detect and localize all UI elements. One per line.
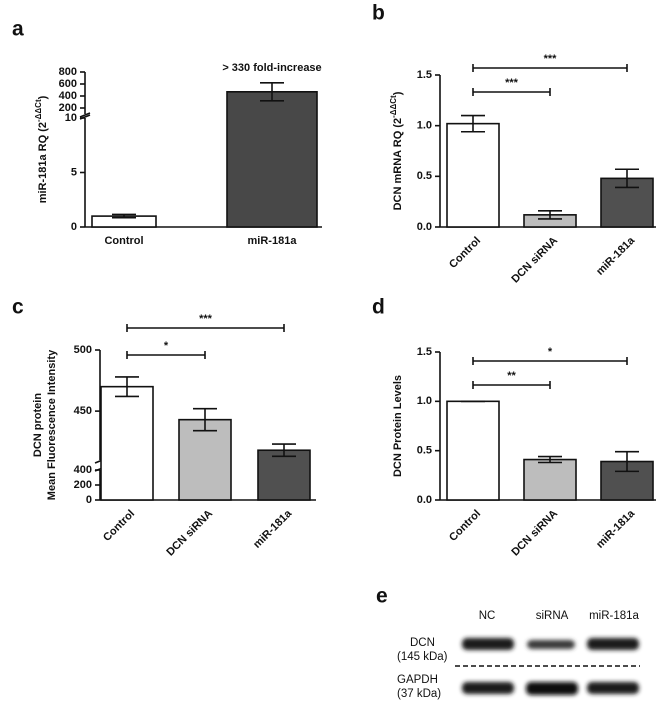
- panel-label: c: [12, 296, 24, 319]
- bar: [226, 91, 318, 228]
- band: [462, 682, 514, 694]
- y-tick-label: 200: [74, 479, 92, 491]
- lane-label: NC: [479, 610, 496, 622]
- x-tick-label: DCN siRNA: [164, 508, 215, 559]
- significance-label: ***: [199, 313, 213, 325]
- x-tick-label: Control: [104, 235, 143, 247]
- y-axis-label-end: ): [37, 95, 49, 99]
- y-axis-label: miR-181a RQ (2-ΔΔCt): [34, 95, 49, 203]
- y-tick-label: 800: [59, 66, 77, 78]
- y-axis-label: DCN mRNA RQ (2-ΔΔCt): [389, 91, 404, 210]
- error-bar: [115, 376, 139, 398]
- band: [587, 638, 639, 650]
- error-bar: [260, 82, 284, 102]
- x-tick-label: miR-181a: [251, 507, 295, 551]
- y-tick-label: 500: [74, 344, 92, 356]
- x-tick-label: miR-181a: [594, 507, 638, 551]
- y-tick-label: 10: [65, 112, 77, 124]
- chart: d 0.0 0.5 1.0 1.5 DCN Protein Levels Control DC…: [372, 296, 656, 559]
- y-tick-label: 450: [74, 405, 92, 417]
- y-tick-label: 0.5: [417, 445, 432, 457]
- y-tick-label: 400: [74, 464, 92, 476]
- y-axis-label-text: miR-181a RQ (2: [37, 122, 49, 203]
- row-size: (145 kDa): [397, 651, 448, 663]
- x-tick-label: miR-181a: [594, 234, 638, 278]
- y-tick-label: 0.5: [417, 170, 432, 182]
- x-tick-label: Control: [447, 508, 483, 544]
- y-tick-label: 0.0: [417, 494, 432, 506]
- lane-label: siRNA: [536, 610, 569, 622]
- y-tick-label: 0: [71, 221, 77, 233]
- error-bar: [538, 455, 562, 464]
- x-tick-label: DCN siRNA: [509, 235, 560, 286]
- error-bar: [615, 450, 639, 473]
- y-tick-label: 1.5: [417, 346, 432, 358]
- significance-label: ***: [544, 53, 558, 65]
- western-blot: e NC siRNA miR-181a DCN (145 kDa) GAPDH …: [376, 585, 640, 700]
- y-tick-label: 1.5: [417, 69, 432, 81]
- error-bar: [461, 114, 485, 133]
- axis-break: [79, 112, 91, 118]
- band: [526, 682, 578, 695]
- significance-label: *: [548, 346, 553, 358]
- error-bar: [538, 209, 562, 220]
- error-bar: [272, 443, 296, 458]
- y-axis-label-sup: -ΔΔCt: [389, 95, 398, 118]
- x-tick-label: Control: [101, 508, 137, 544]
- panel-label: a: [12, 18, 24, 41]
- x-tick-label: Control: [447, 235, 483, 271]
- bar: [257, 449, 311, 501]
- y-tick-label: 200: [59, 102, 77, 114]
- y-axis-label-text: DCN mRNA RQ (2: [392, 118, 404, 211]
- row-label: DCN: [410, 637, 435, 649]
- chart: c 0 200 400 450 500 DCN protein Mean Fluorescen…: [12, 296, 316, 559]
- row-size: (37 kDa): [397, 688, 441, 700]
- band: [527, 640, 575, 649]
- y-tick-label: 1.0: [417, 120, 432, 132]
- bar: [523, 458, 577, 501]
- row-label: GAPDH: [397, 674, 438, 686]
- bar: [446, 400, 500, 501]
- band: [462, 638, 514, 650]
- error-bar: [112, 213, 136, 219]
- y-axis-label-end: ): [392, 91, 404, 95]
- y-tick-label: 0: [86, 494, 92, 506]
- bands: [462, 638, 639, 695]
- significance-label: **: [507, 370, 516, 382]
- x-tick-label: miR-181a: [248, 235, 298, 247]
- bar: [100, 385, 154, 501]
- annotation: > 330 fold-increase: [222, 62, 321, 74]
- panel-label: e: [376, 585, 388, 608]
- y-axis-label: DCN Protein Levels: [392, 375, 404, 477]
- significance-label: ***: [505, 77, 519, 89]
- y-tick-label: 5: [71, 166, 77, 178]
- x-tick-label: DCN siRNA: [509, 508, 560, 559]
- chart: b 0.0 0.5 1.0 1.5 DCN mRNA RQ (2-ΔΔCt) Control…: [372, 2, 656, 286]
- bar: [446, 122, 500, 228]
- significance-label: *: [164, 340, 169, 352]
- panel-label: b: [372, 2, 385, 25]
- y-axis-label: Mean Fluorescence Intensity: [46, 349, 58, 500]
- y-tick-label: 1.0: [417, 395, 432, 407]
- error-bar: [193, 407, 217, 432]
- panel-label: d: [372, 296, 385, 319]
- bar: [178, 418, 232, 501]
- error-bar: [615, 168, 639, 189]
- y-axis-label-sup: -ΔΔCt: [34, 99, 43, 122]
- lane-label: miR-181a: [589, 610, 639, 622]
- y-axis-label: DCN protein: [32, 393, 44, 457]
- band: [587, 682, 639, 694]
- y-tick-label: 400: [59, 90, 77, 102]
- y-axis-label-text: DCN Protein Levels: [392, 375, 404, 477]
- y-tick-label: 0.0: [417, 221, 432, 233]
- y-tick-label: 600: [59, 78, 77, 90]
